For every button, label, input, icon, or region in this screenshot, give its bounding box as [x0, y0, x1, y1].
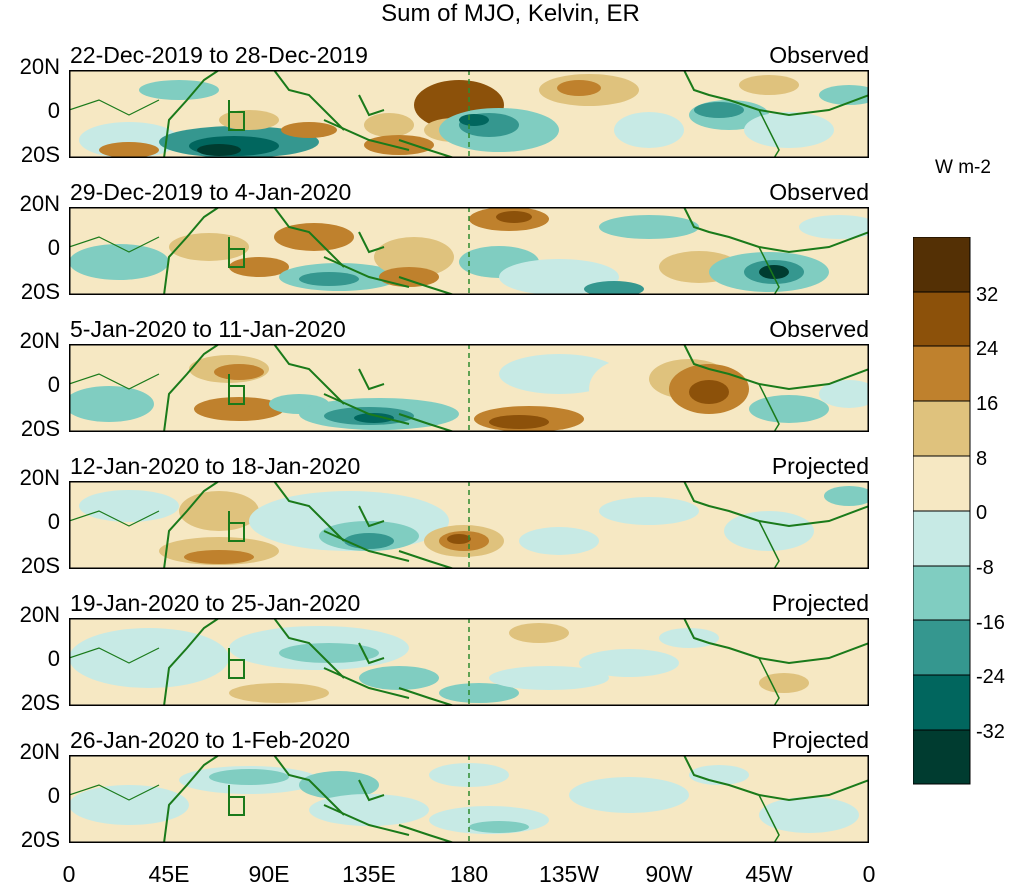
lat-label-20n: 20N	[19, 465, 60, 490]
colorbar-swatch	[912, 291, 971, 347]
panel-status: Projected	[771, 453, 869, 479]
lat-label-20s: 20S	[20, 690, 60, 715]
lon-label: 0	[62, 861, 76, 887]
anomaly-map	[69, 481, 869, 569]
lat-label-eq: 0	[47, 509, 60, 534]
panel-period: 29-Dec-2019 to 4-Jan-2020	[70, 179, 352, 205]
panel-status: Projected	[771, 727, 869, 753]
anomaly-map	[69, 618, 869, 706]
anomaly-map	[69, 755, 869, 843]
colorbar	[912, 236, 973, 790]
colorbar-tick-label: -8	[976, 557, 994, 579]
lat-label-20n: 20N	[19, 191, 60, 216]
colorbar-swatch	[912, 400, 971, 457]
panel-status: Observed	[769, 316, 869, 342]
lon-label: 180	[449, 861, 489, 887]
colorbar-tick-label: 24	[976, 338, 999, 360]
colorbar-tick-label: -32	[976, 721, 1005, 743]
panel-period: 12-Jan-2020 to 18-Jan-2020	[70, 453, 361, 479]
colorbar-swatch	[912, 674, 971, 731]
colorbar-tick-label: 32	[976, 284, 999, 306]
colorbar-swatch	[912, 619, 971, 676]
panel-period: 26-Jan-2020 to 1-Feb-2020	[70, 727, 351, 753]
panel-status: Projected	[771, 590, 869, 616]
lat-label-20s: 20S	[20, 279, 60, 304]
map-panel: 29-Dec-2019 to 4-Jan-2020 Observed 20N 0…	[0, 137, 1021, 303]
colorbar-swatch	[912, 565, 971, 621]
lat-label-20n: 20N	[19, 328, 60, 353]
lat-label-eq: 0	[47, 646, 60, 671]
colorbar-swatch	[912, 729, 971, 785]
lon-label: 135W	[538, 861, 600, 887]
colorbar-tick-label: 0	[976, 502, 988, 524]
lat-label-20s: 20S	[20, 553, 60, 578]
lat-label-20n: 20N	[19, 602, 60, 627]
lat-label-eq: 0	[47, 372, 60, 397]
lat-label-20n: 20N	[19, 54, 60, 79]
lat-label-eq: 0	[47, 98, 60, 123]
colorbar-swatch	[912, 345, 971, 402]
panel-period: 5-Jan-2020 to 11-Jan-2020	[70, 316, 346, 342]
lon-label: 45E	[148, 861, 190, 887]
panel-period: 22-Dec-2019 to 28-Dec-2019	[70, 42, 368, 68]
lat-label-20n: 20N	[19, 739, 60, 764]
lat-label-eq: 0	[47, 235, 60, 260]
colorbar-swatch	[912, 455, 971, 512]
colorbar-tick-label: 8	[976, 448, 988, 470]
lon-label: 0	[862, 861, 876, 887]
lon-label: 45W	[745, 861, 793, 887]
anomaly-map	[69, 344, 869, 432]
lat-label-20s: 20S	[20, 416, 60, 441]
lat-label-20s: 20S	[20, 827, 60, 852]
panel-status: Observed	[769, 42, 869, 68]
map-panel: 12-Jan-2020 to 18-Jan-2020 Projected 20N…	[0, 411, 1021, 577]
anomaly-map	[69, 207, 869, 295]
lon-label: 135E	[342, 861, 396, 887]
map-panel: 19-Jan-2020 to 25-Jan-2020 Projected 20N…	[0, 548, 1021, 714]
anomaly-map	[69, 70, 869, 158]
map-panel: 22-Dec-2019 to 28-Dec-2019 Observed 20N …	[0, 0, 1021, 166]
panel-status: Observed	[769, 179, 869, 205]
figure-title: Sum of MJO, Kelvin, ER	[381, 0, 640, 27]
colorbar-swatch	[912, 510, 971, 567]
colorbar-units: W m-2	[935, 157, 991, 178]
map-panel: 26-Jan-2020 to 1-Feb-2020 Projected 20N …	[0, 685, 1021, 851]
colorbar-tick-label: -16	[976, 612, 1005, 634]
colorbar-tick-label: -24	[976, 666, 1005, 688]
lat-label-eq: 0	[47, 783, 60, 808]
lat-label-20s: 20S	[20, 142, 60, 167]
map-panel: 5-Jan-2020 to 11-Jan-2020 Observed 20N 0…	[0, 274, 1021, 440]
panel-period: 19-Jan-2020 to 25-Jan-2020	[70, 590, 361, 616]
lon-label: 90W	[645, 861, 693, 887]
lon-label: 90E	[248, 861, 290, 887]
colorbar-tick-label: 16	[976, 393, 999, 415]
colorbar-swatch	[912, 236, 971, 293]
